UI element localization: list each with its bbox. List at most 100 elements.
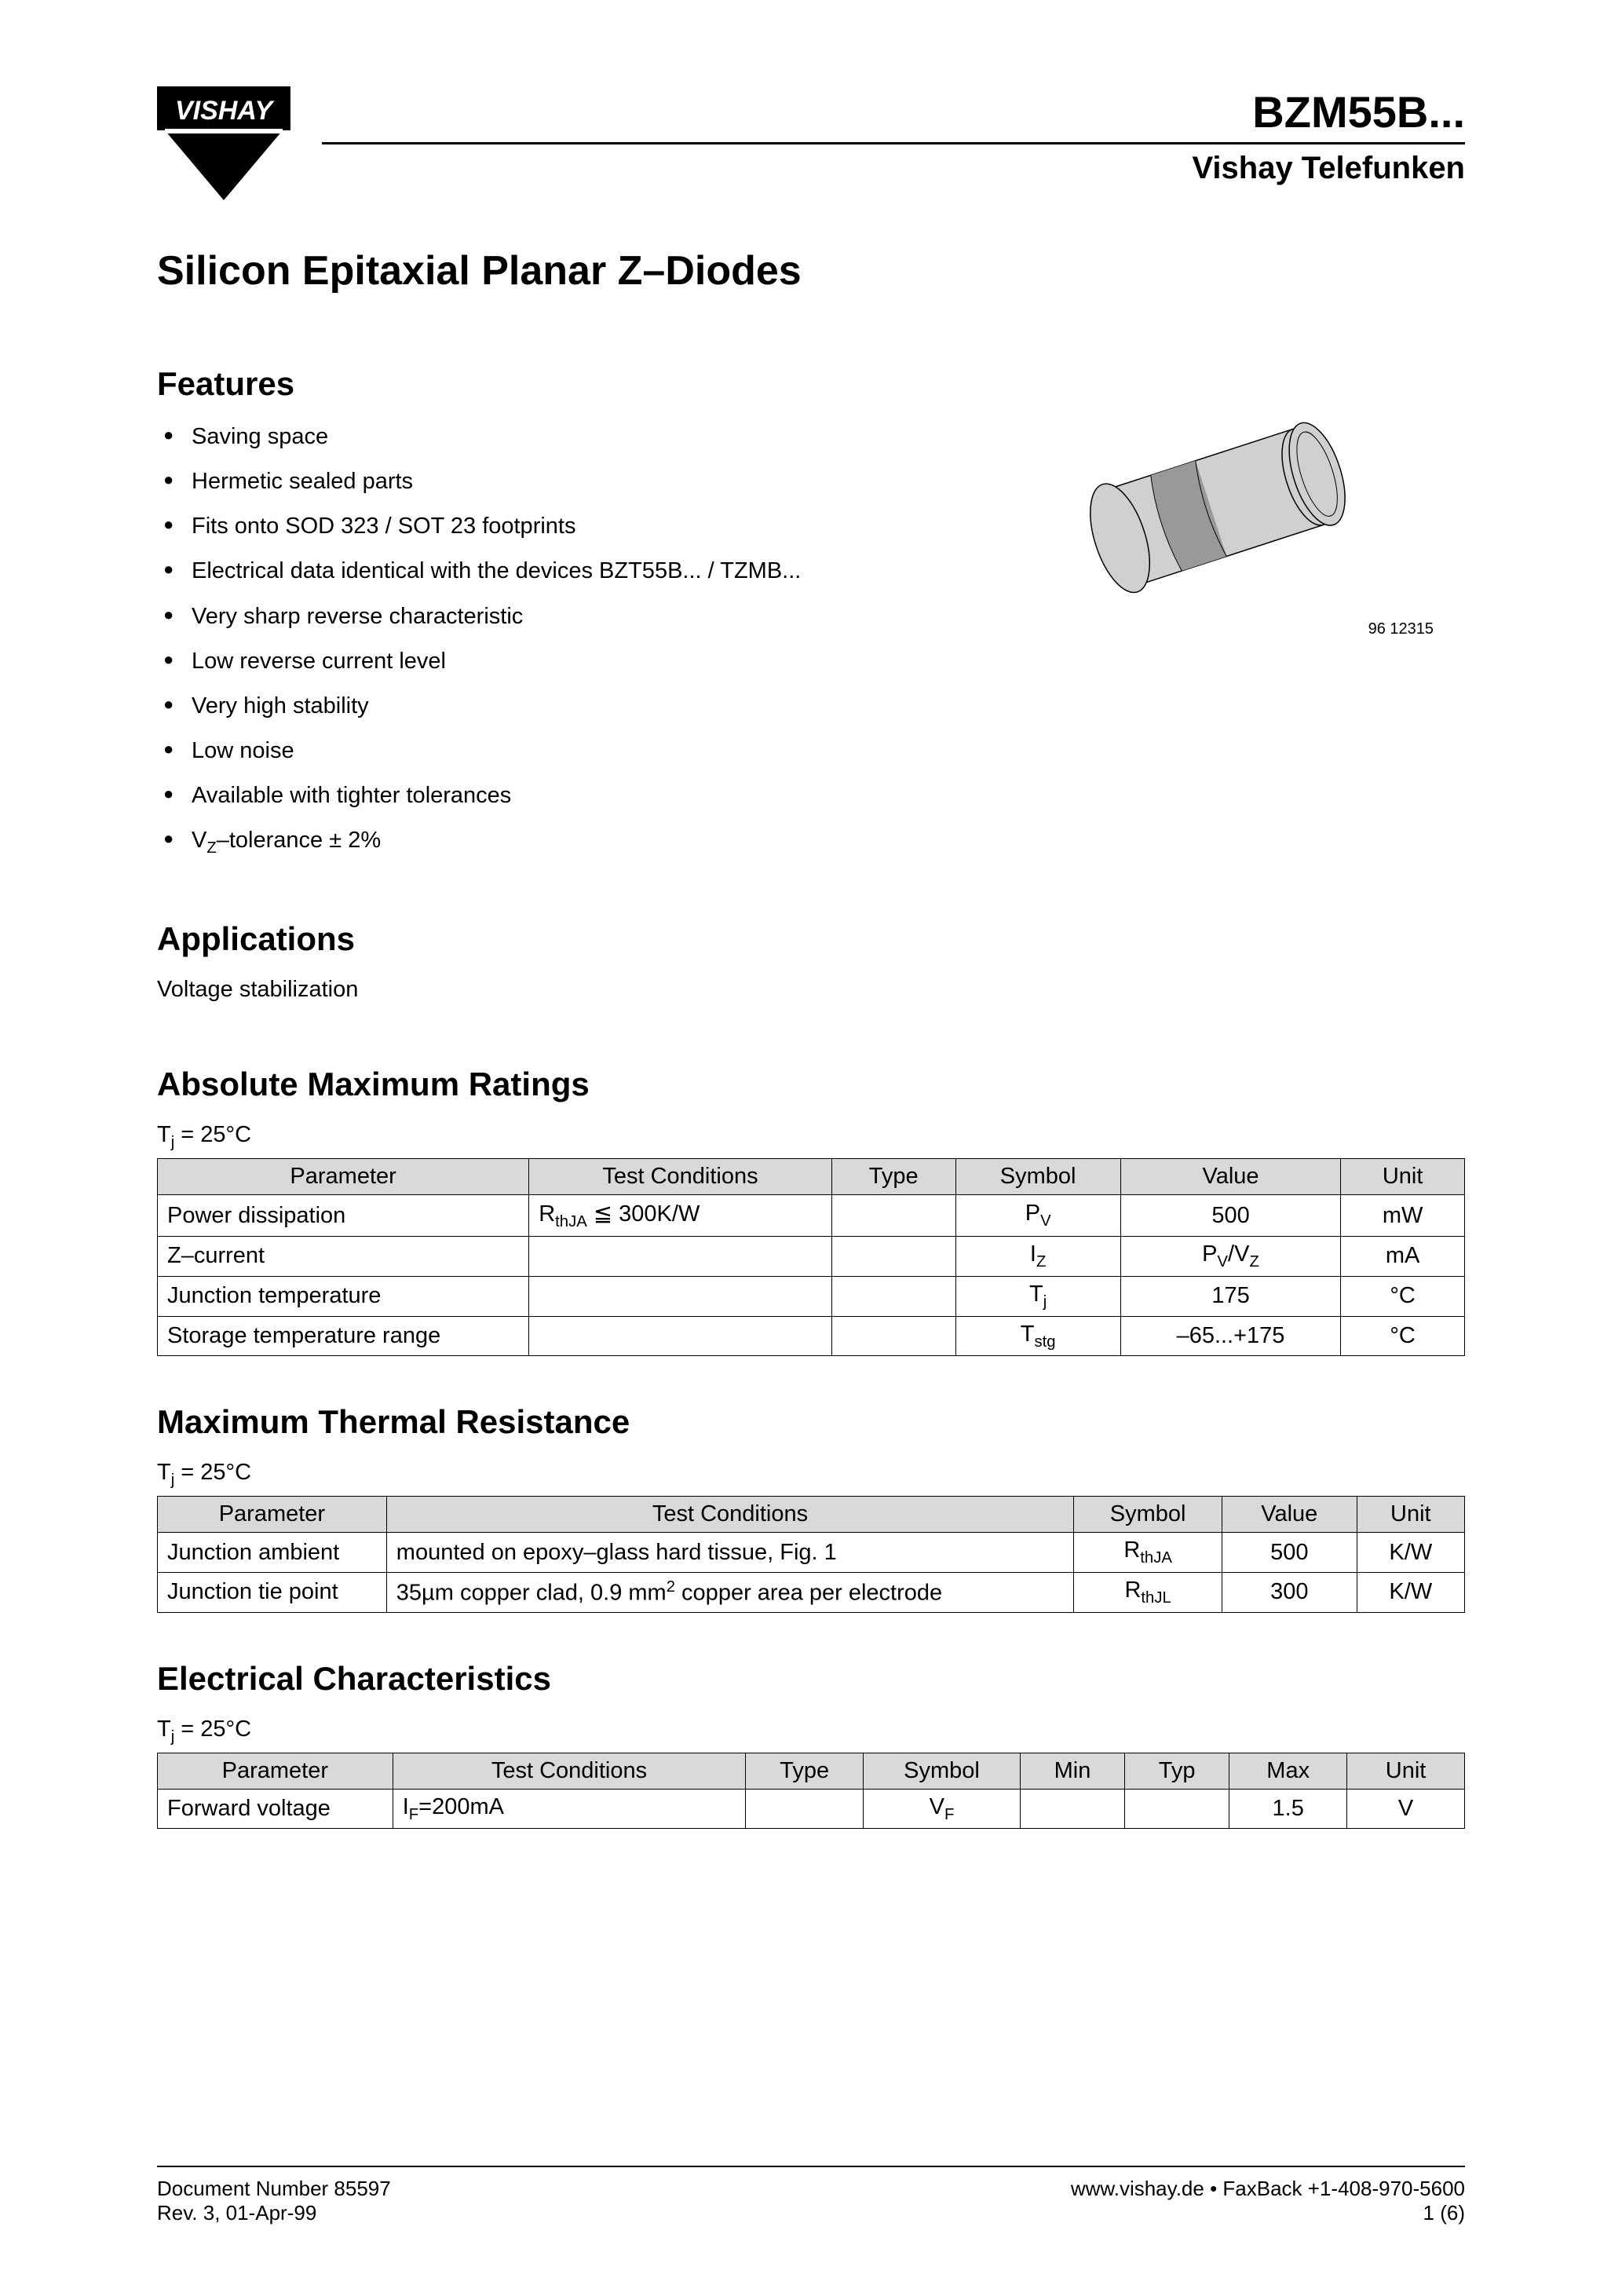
features-row: Features Saving space Hermetic sealed pa… [157,365,1465,873]
col-header: Value [1222,1497,1357,1533]
page-footer: Document Number 85597 Rev. 3, 01-Apr-99 … [157,2166,1465,2225]
title-block: BZM55B... Vishay Telefunken [322,86,1465,186]
cell: 500 [1222,1533,1357,1573]
table-header-row: Parameter Test Conditions Symbol Value U… [158,1497,1465,1533]
table-row: Junction temperature Tj 175 °C [158,1276,1465,1316]
cell: Forward voltage [158,1789,393,1829]
thermal-condition: Tj = 25°C [157,1460,1465,1490]
table-header-row: Parameter Test Conditions Type Symbol Mi… [158,1753,1465,1789]
cell: PV [955,1195,1120,1237]
footer-revision: Rev. 3, 01-Apr-99 [157,2201,391,2225]
feature-item: Very sharp reverse characteristic [163,601,915,632]
cell: mW [1341,1195,1465,1237]
col-header: Parameter [158,1497,387,1533]
feature-item: Available with tighter tolerances [163,781,915,811]
cell [831,1237,955,1277]
col-header: Parameter [158,1753,393,1789]
abs-max-heading: Absolute Maximum Ratings [157,1066,1465,1103]
cell: Tj [955,1276,1120,1316]
cell: Z–current [158,1237,529,1277]
cell: K/W [1357,1533,1464,1573]
col-header: Test Conditions [529,1159,832,1195]
cell [529,1316,832,1356]
table-row: Junction ambient mounted on epoxy–glass … [158,1533,1465,1573]
cell: 300 [1222,1573,1357,1613]
applications-heading: Applications [157,920,1465,958]
col-header: Test Conditions [393,1753,746,1789]
features-list: Saving space Hermetic sealed parts Fits … [157,422,915,859]
cell: mounted on epoxy–glass hard tissue, Fig.… [386,1533,1073,1573]
col-header: Min [1020,1753,1124,1789]
cell: RthJA ≦ 300K/W [529,1195,832,1237]
brand-line: Vishay Telefunken [322,151,1465,186]
col-header: Symbol [1074,1497,1222,1533]
table-row: Z–current IZ PV/VZ mA [158,1237,1465,1277]
col-header: Type [746,1753,864,1789]
footer-rule [157,2166,1465,2167]
cell: V [1347,1789,1465,1829]
applications-section: Applications Voltage stabilization [157,920,1465,1003]
electrical-table: Parameter Test Conditions Type Symbol Mi… [157,1753,1465,1830]
col-header: Type [831,1159,955,1195]
cell: IF=200mA [393,1789,746,1829]
footer-page: 1 (6) [1071,2201,1465,2225]
main-title: Silicon Epitaxial Planar Z–Diodes [157,247,1465,294]
cell [529,1237,832,1277]
cell: mA [1341,1237,1465,1277]
page-header: VISHAY BZM55B... Vishay Telefunken [157,86,1465,208]
col-header: Symbol [955,1159,1120,1195]
cell: Junction tie point [158,1573,387,1613]
col-header: Symbol [864,1753,1021,1789]
col-header: Max [1229,1753,1347,1789]
part-number: BZM55B... [322,86,1465,137]
thermal-section: Maximum Thermal Resistance Tj = 25°C Par… [157,1403,1465,1612]
electrical-section: Electrical Characteristics Tj = 25°C Par… [157,1660,1465,1830]
thermal-table: Parameter Test Conditions Symbol Value U… [157,1496,1465,1613]
feature-item: Hermetic sealed parts [163,466,915,497]
cell: 500 [1120,1195,1340,1237]
col-header: Test Conditions [386,1497,1073,1533]
applications-text: Voltage stabilization [157,977,1465,1003]
cell [746,1789,864,1829]
cell: RthJA [1074,1533,1222,1573]
electrical-heading: Electrical Characteristics [157,1660,1465,1698]
vishay-logo: VISHAY [157,86,290,208]
feature-item: Electrical data identical with the devic… [163,556,915,587]
table-row: Power dissipation RthJA ≦ 300K/W PV 500 … [158,1195,1465,1237]
features-heading: Features [157,365,915,403]
feature-item: Fits onto SOD 323 / SOT 23 footprints [163,511,915,542]
feature-item: VZ–tolerance ± 2% [163,825,915,859]
table-row: Storage temperature range Tstg –65...+17… [158,1316,1465,1356]
cell: °C [1341,1316,1465,1356]
cell: 35µm copper clad, 0.9 mm2 copper area pe… [386,1573,1073,1613]
footer-doc-number: Document Number 85597 [157,2177,391,2201]
cell: IZ [955,1237,1120,1277]
cell: °C [1341,1276,1465,1316]
col-header: Unit [1341,1159,1465,1195]
cell: K/W [1357,1573,1464,1613]
thermal-heading: Maximum Thermal Resistance [157,1403,1465,1441]
col-header: Value [1120,1159,1340,1195]
col-header: Unit [1357,1497,1464,1533]
table-row: Junction tie point 35µm copper clad, 0.9… [158,1573,1465,1613]
cell [529,1276,832,1316]
cell: Storage temperature range [158,1316,529,1356]
cell: Power dissipation [158,1195,529,1237]
cell: PV/VZ [1120,1237,1340,1277]
table-header-row: Parameter Test Conditions Type Symbol Va… [158,1159,1465,1195]
header-rule [322,142,1465,144]
feature-item: Low noise [163,736,915,766]
cell: –65...+175 [1120,1316,1340,1356]
cell [831,1276,955,1316]
col-header: Parameter [158,1159,529,1195]
footer-url: www.vishay.de • FaxBack +1-408-970-5600 [1071,2177,1465,2201]
logo-text: VISHAY [175,96,275,126]
feature-item: Low reverse current level [163,646,915,677]
table-row: Forward voltage IF=200mA VF 1.5 V [158,1789,1465,1829]
abs-max-table: Parameter Test Conditions Type Symbol Va… [157,1158,1465,1356]
cell [831,1195,955,1237]
cell: VF [864,1789,1021,1829]
cell: Junction ambient [158,1533,387,1573]
feature-item: Saving space [163,422,915,452]
cell [831,1316,955,1356]
